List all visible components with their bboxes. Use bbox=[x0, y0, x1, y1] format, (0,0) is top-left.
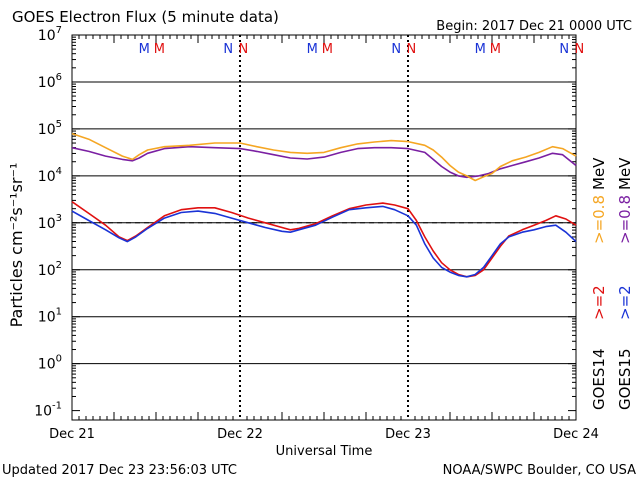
x-tick-label: Dec 24 bbox=[553, 427, 599, 442]
chart-title: GOES Electron Flux (5 minute data) bbox=[12, 8, 279, 26]
legend-goes14: GOES14 bbox=[590, 348, 608, 410]
y-tick-label: 102 bbox=[38, 260, 62, 279]
legend-g15-2mev: >=2 bbox=[616, 285, 634, 320]
y-tick-label: 106 bbox=[38, 72, 62, 91]
marker-m: M bbox=[322, 42, 333, 57]
tick-marks bbox=[72, 34, 576, 420]
marker-m: M bbox=[490, 42, 501, 57]
marker-n: N bbox=[391, 42, 401, 57]
legend-unit-right: MeV bbox=[616, 157, 634, 190]
marker-n: N bbox=[559, 42, 569, 57]
x-tick-labels: Dec 21 Dec 22 Dec 23 Dec 24 bbox=[49, 427, 599, 442]
x-tick-label: Dec 21 bbox=[49, 427, 95, 442]
grid-lines bbox=[72, 81, 576, 365]
y-tick-label: 107 bbox=[38, 25, 62, 44]
credit: NOAA/SWPC Boulder, CO USA bbox=[443, 463, 636, 478]
series-line-g15_2 bbox=[71, 205, 577, 278]
marker-n: N bbox=[223, 42, 233, 57]
x-tick-label: Dec 22 bbox=[217, 427, 263, 442]
x-axis-label: Universal Time bbox=[276, 444, 373, 459]
updated-time: Updated 2017 Dec 23 23:56:03 UTC bbox=[2, 463, 237, 478]
legend-g14-2mev: >=2 bbox=[590, 285, 608, 320]
y-tick-label: 100 bbox=[38, 354, 62, 373]
series-group bbox=[71, 132, 577, 278]
legend-g14-08mev: >=0.8 bbox=[590, 195, 608, 244]
marker-m: M bbox=[154, 42, 165, 57]
begin-time: Begin: 2017 Dec 21 0000 UTC bbox=[436, 19, 632, 34]
marker-m: M bbox=[307, 42, 318, 57]
y-tick-label: 105 bbox=[38, 119, 62, 138]
series-line-g14_2 bbox=[71, 201, 577, 278]
series-line-g14_08 bbox=[71, 132, 577, 182]
day-dividers bbox=[239, 35, 409, 420]
y-tick-label: 104 bbox=[38, 166, 62, 185]
legend-unit-left: MeV bbox=[590, 157, 608, 190]
y-tick-label: 101 bbox=[38, 307, 62, 326]
series-line-g15_08 bbox=[71, 145, 577, 179]
marker-m: M bbox=[139, 42, 150, 57]
legend-goes15: GOES15 bbox=[616, 348, 634, 410]
marker-n: N bbox=[406, 42, 416, 57]
legend-g15-08mev: >=0.8 bbox=[616, 195, 634, 244]
marker-n: N bbox=[574, 42, 584, 57]
marker-m: M bbox=[475, 42, 486, 57]
y-axis-label: Particles cm⁻²s⁻¹sr⁻¹ bbox=[7, 163, 26, 328]
legend: GOES14 GOES15 >=2 >=2 >=0.8 >=0.8 MeV Me… bbox=[590, 157, 634, 410]
y-tick-label: 10-1 bbox=[34, 401, 62, 420]
y-tick-label: 103 bbox=[38, 213, 62, 232]
marker-n: N bbox=[238, 42, 248, 57]
y-tick-labels: 10-1 100 101 102 103 104 105 106 107 bbox=[34, 25, 62, 420]
x-tick-label: Dec 23 bbox=[385, 427, 431, 442]
